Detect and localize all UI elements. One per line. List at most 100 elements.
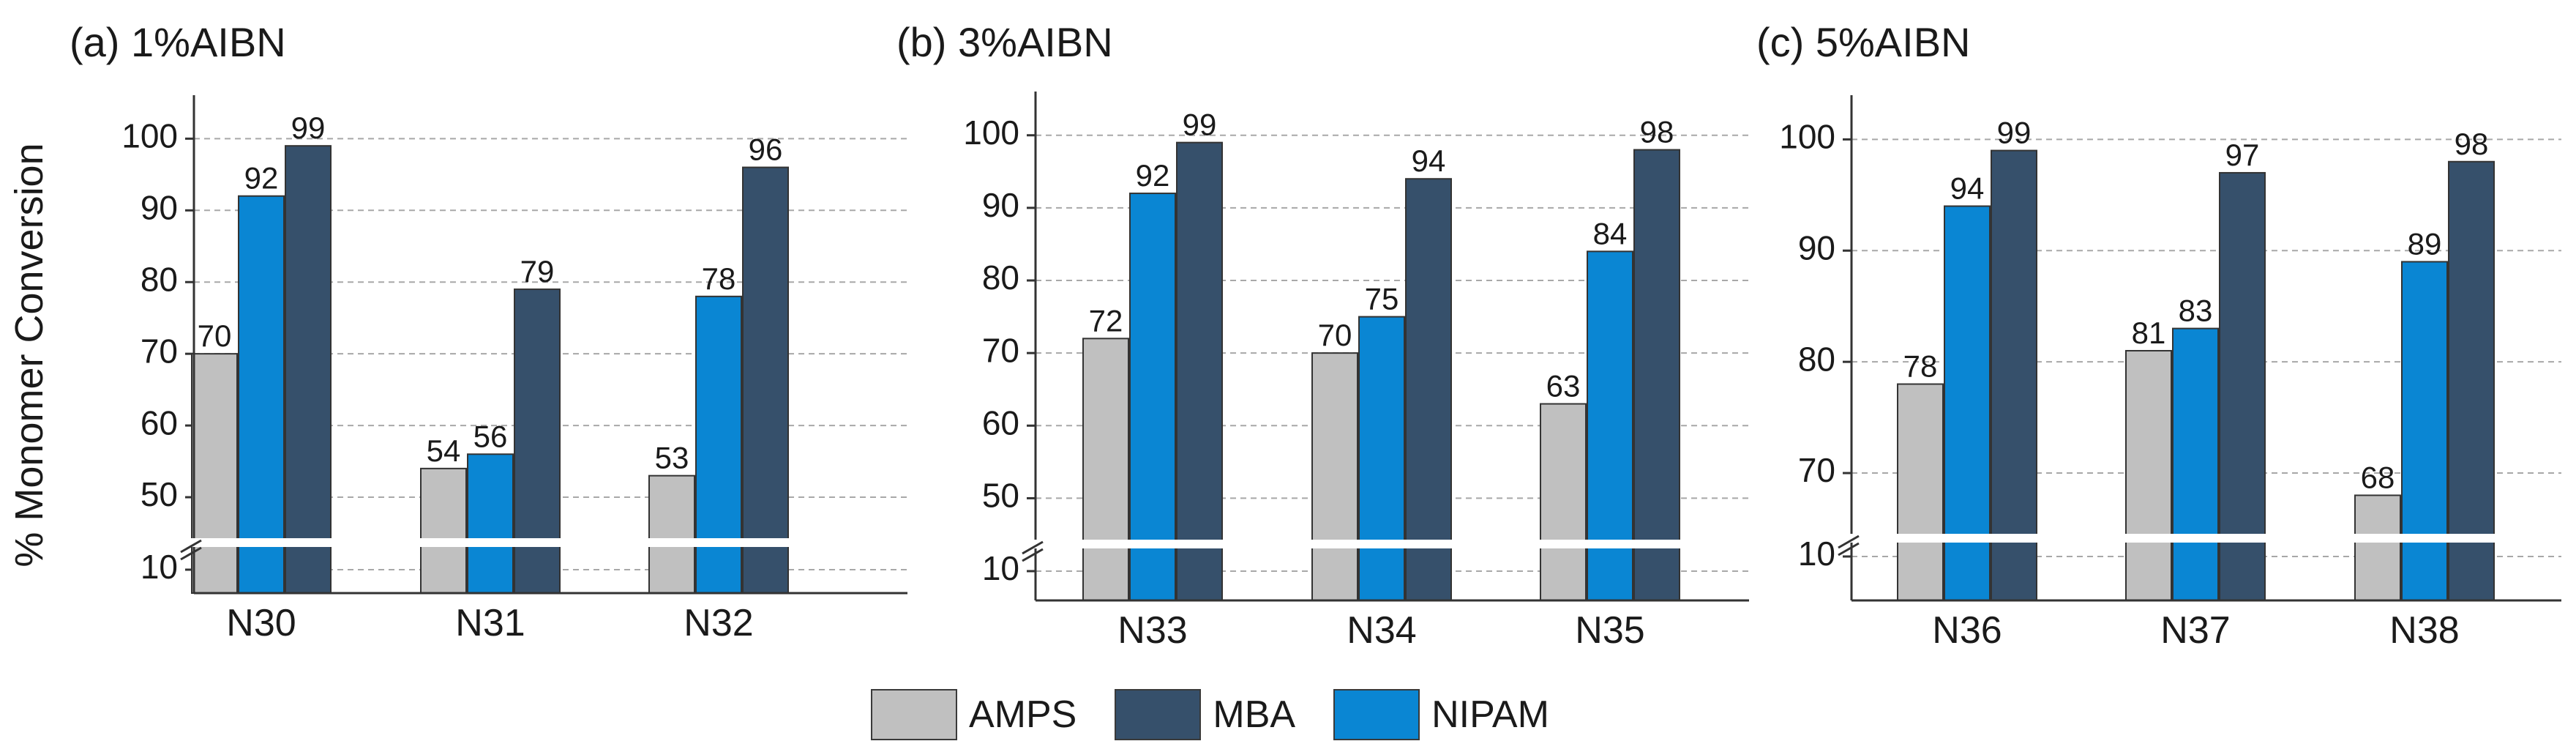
chart-panel-2: (b) 3%AIBN 50 60 70 80 90 100 10 72 92 99 N33 70 75 94… — [896, 19, 1749, 652]
y-tick-label: 50 — [141, 475, 178, 513]
axis-break-band — [1014, 540, 1749, 548]
bar-value-label: 94 — [1412, 144, 1446, 178]
y-tick-label: 70 — [1798, 451, 1835, 489]
bar-mba-n33 — [1176, 141, 1223, 602]
y-tick-label: 100 — [1779, 118, 1835, 156]
x-category-label: N35 — [1575, 609, 1644, 652]
legend-label-amps: AMPS — [969, 693, 1077, 736]
legend-swatch-amps — [871, 689, 957, 740]
bar-value-label: 68 — [2361, 460, 2395, 494]
bar-nipam-n38 — [2401, 261, 2448, 601]
bar-value-label: 99 — [1997, 116, 2032, 150]
x-category-label: N34 — [1347, 609, 1416, 652]
bar-value-label: 99 — [291, 111, 326, 145]
panel-title: (c) 5%AIBN — [1756, 19, 1971, 65]
y-tick-label: 70 — [982, 331, 1019, 369]
bar-mba-n37 — [2219, 171, 2266, 602]
bar-mba-n34 — [1405, 178, 1452, 602]
bar-value-label: 84 — [1593, 216, 1628, 250]
bar-amps-n34 — [1311, 352, 1358, 601]
bar-mba-n38 — [2448, 160, 2495, 601]
bar-nipam-n34 — [1358, 316, 1405, 601]
y-tick-label: 90 — [1798, 228, 1835, 267]
bar-mba-n30 — [285, 145, 332, 594]
bar-value-label: 99 — [1183, 108, 1217, 142]
bar-mba-n32 — [742, 166, 789, 595]
legend: AMPS MBA NIPAM — [871, 685, 1587, 744]
axis-break-mark — [180, 546, 202, 561]
bar-value-label: 96 — [749, 133, 783, 167]
bar-amps-n38 — [2354, 494, 2401, 601]
axis-break-mark — [1838, 542, 1860, 556]
y-tick-label: 50 — [982, 477, 1019, 515]
bar-value-label: 89 — [2408, 226, 2442, 261]
bar-value-label: 79 — [520, 254, 555, 288]
bar-value-label: 92 — [244, 161, 279, 196]
bar-value-label: 92 — [1136, 158, 1170, 193]
x-category-label: N30 — [226, 602, 296, 644]
bar-nipam-n30 — [238, 195, 285, 595]
legend-label-nipam: NIPAM — [1431, 693, 1549, 736]
bar-value-label: 70 — [198, 319, 232, 353]
x-category-label: N36 — [1932, 609, 2002, 652]
bar-value-label: 94 — [1950, 171, 1985, 206]
chart-panel-3: (c) 5%AIBN 70 80 90 100 10 78 94 99 N36 81 83 97 N37 6… — [1756, 19, 2561, 652]
panel-title: (a) 1%AIBN — [70, 19, 286, 65]
x-category-label: N32 — [684, 602, 753, 644]
axis-break-band — [172, 538, 907, 547]
chart-panel-1: (a) 1%AIBN 50 60 70 80 90 100 10 70 92 99 N30 54 56 79… — [7, 19, 907, 644]
bar-mba-n31 — [514, 288, 561, 594]
bar-value-label: 72 — [1089, 303, 1123, 338]
y-tick-label: 60 — [141, 403, 178, 442]
y-tick-label-10: 10 — [982, 549, 1019, 587]
axis-break-mark — [180, 539, 202, 554]
bar-value-label: 81 — [2132, 316, 2166, 350]
bar-mba-n36 — [1991, 149, 2037, 601]
axis-break-mark — [1838, 535, 1860, 549]
bar-value-label: 75 — [1365, 282, 1399, 316]
y-axis-label: % Monomer Conversion — [7, 143, 51, 567]
bar-nipam-n37 — [2172, 327, 2219, 601]
axis-break-band — [1830, 534, 2561, 543]
bar-amps-n32 — [648, 474, 695, 594]
bar-value-label: 78 — [702, 261, 736, 296]
bar-nipam-n31 — [467, 453, 514, 595]
panel-title: (b) 3%AIBN — [896, 19, 1113, 65]
bar-value-label: 78 — [1903, 349, 1938, 384]
legend-label-mba: MBA — [1213, 693, 1296, 736]
bar-value-label: 98 — [2455, 127, 2489, 161]
y-tick-label-10: 10 — [1798, 535, 1835, 573]
legend-item-mba: MBA — [1115, 689, 1295, 740]
axis-break-mark — [1022, 548, 1044, 562]
bar-amps-n30 — [191, 353, 238, 594]
bar-amps-n35 — [1540, 403, 1587, 601]
y-tick-label: 80 — [1798, 340, 1835, 378]
axis-break-mark — [1022, 540, 1044, 555]
bar-value-label: 63 — [1546, 369, 1581, 403]
y-tick-label: 90 — [982, 186, 1019, 224]
y-tick-label-10: 10 — [141, 548, 178, 586]
bar-amps-n31 — [420, 467, 467, 594]
legend-swatch-mba — [1115, 689, 1202, 740]
bar-value-label: 97 — [2225, 138, 2260, 172]
y-tick-label: 100 — [963, 113, 1019, 152]
bar-amps-n37 — [2125, 349, 2172, 601]
y-tick-label: 80 — [982, 258, 1019, 297]
x-category-label: N38 — [2389, 609, 2459, 652]
bar-value-label: 54 — [427, 433, 461, 468]
bar-amps-n36 — [1897, 383, 1944, 601]
bar-value-label: 56 — [473, 419, 508, 453]
y-tick-label: 60 — [982, 403, 1019, 442]
bar-mba-n35 — [1633, 149, 1680, 601]
x-category-label: N31 — [455, 602, 525, 644]
y-tick-label: 100 — [121, 117, 178, 155]
bar-value-label: 98 — [1640, 115, 1674, 149]
x-category-label: N37 — [2160, 609, 2230, 652]
legend-swatch-nipam — [1333, 689, 1420, 740]
y-tick-label: 80 — [141, 260, 178, 298]
bar-value-label: 53 — [655, 441, 689, 475]
bar-nipam-n33 — [1129, 193, 1176, 602]
bar-value-label: 70 — [1318, 318, 1352, 352]
